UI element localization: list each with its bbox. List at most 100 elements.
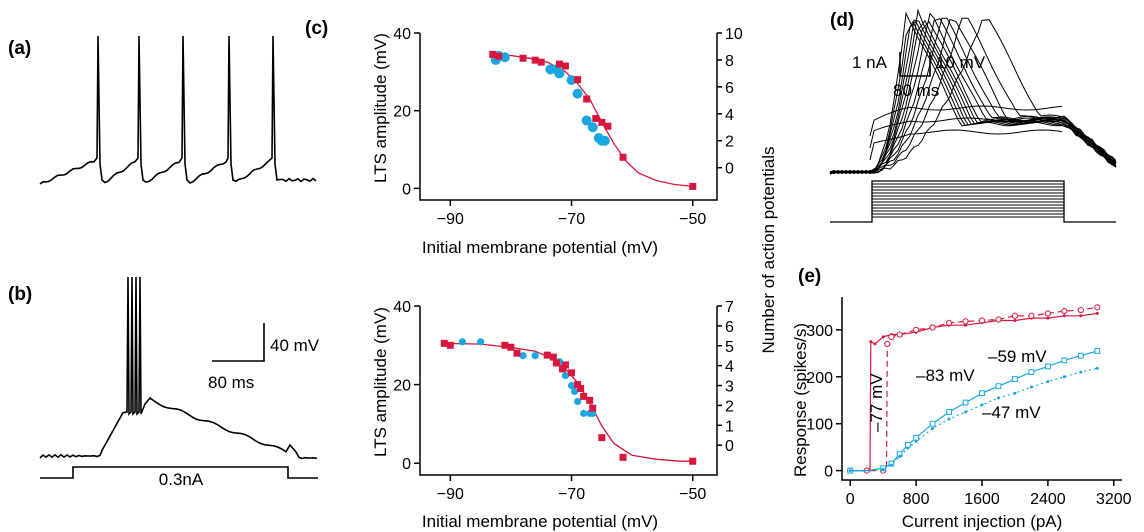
plot-e: 0 800 1600 2400 3200 0 100 200 300 Current injec…	[791, 297, 1132, 531]
current-label-b: 0.3nA	[159, 470, 204, 489]
lts-amplitude-point	[592, 114, 600, 122]
lts-amplitude-point	[619, 453, 627, 461]
y2-tick-label: 7	[725, 299, 734, 316]
trace-a-line	[39, 35, 317, 185]
series-point	[1029, 385, 1033, 389]
ap-count-point	[580, 409, 588, 417]
series-point	[947, 417, 951, 421]
ap-count-point	[587, 122, 598, 133]
x-tick-label: 0	[846, 491, 855, 508]
lts-amplitude-point	[604, 122, 612, 130]
lts-amplitude-point	[495, 52, 503, 60]
lts-amplitude-point	[543, 351, 551, 359]
lts-amplitude-point	[619, 153, 627, 161]
ap-count-point	[499, 52, 510, 63]
series-point	[873, 342, 877, 346]
marks-c-top	[489, 50, 697, 190]
series-point	[929, 420, 936, 427]
axes-c-bottom	[419, 306, 718, 476]
series-point	[929, 324, 936, 331]
series-point	[1028, 369, 1035, 375]
annotation-e-83: –83 mV	[916, 366, 975, 385]
lts-amplitude-point	[507, 343, 515, 351]
ap-count-point	[573, 397, 582, 406]
lts-amplitude-point	[501, 341, 509, 349]
voltage-trace	[829, 18, 1117, 175]
current-step-outline	[830, 180, 1116, 223]
series-point	[1044, 310, 1051, 317]
lts-amplitude-point	[561, 361, 569, 369]
ap-count-point	[566, 75, 577, 86]
series-point	[884, 340, 891, 348]
series-point	[869, 340, 873, 344]
series-point	[1094, 304, 1101, 311]
series-point	[962, 399, 969, 406]
trace-family-d	[829, 8, 1117, 175]
xlabel-e: Current injection (pA)	[902, 512, 1063, 531]
panel-e-label: (e)	[798, 266, 821, 287]
lts-amplitude-point	[558, 365, 566, 373]
lts-amplitude-point	[537, 58, 545, 66]
annotation-e-59: –59 mV	[988, 347, 1047, 366]
y2-tick-label: 6	[725, 319, 734, 336]
series-point	[1046, 316, 1050, 320]
lts-amplitude-point	[589, 404, 597, 412]
voltage-trace	[829, 19, 1117, 175]
panel-a-trace	[39, 35, 317, 185]
series-point	[906, 446, 910, 450]
y2-tick-label: 5	[725, 339, 734, 356]
y2-tick-label: 2	[725, 134, 734, 151]
annotation-e-77: –77 mV	[867, 373, 886, 432]
lts-amplitude-point	[598, 434, 606, 442]
lts-amplitude-point	[519, 54, 527, 62]
series-point	[913, 434, 920, 441]
lts-amplitude-point	[598, 118, 606, 126]
voltage-trace	[829, 19, 1117, 175]
series-point	[1077, 352, 1084, 359]
annotation-e-47: –47 mV	[982, 403, 1041, 422]
right-axis-label-c: Number of action potentials	[759, 147, 778, 354]
ap-count-point	[531, 352, 539, 360]
x-tick-label: 3200	[1096, 491, 1132, 508]
panel-a-label: (a)	[8, 38, 31, 59]
series-point	[1044, 363, 1051, 370]
fit-curve-c-bottom	[444, 342, 693, 462]
lts-amplitude-point	[446, 341, 454, 349]
series-point	[1079, 370, 1083, 374]
series-point	[1094, 348, 1101, 354]
subthreshold-trace	[869, 117, 1063, 149]
voltage-trace	[829, 20, 1117, 175]
ticks-c-bottom: −90 −70 −50 0 20 40 0 1 2 3 4 5 6 7	[393, 299, 734, 503]
series-point	[931, 426, 935, 430]
ap-count-point	[572, 88, 583, 99]
panel-d-traces: 1 nA 10 mV 80 ms	[829, 8, 1117, 223]
current-steps-d	[830, 180, 1116, 223]
lts-amplitude-point	[531, 56, 539, 64]
y2-tick-label: 6	[725, 80, 734, 97]
x-tick-label: −70	[558, 486, 585, 503]
y-tick-label: 300	[806, 323, 833, 340]
series-point	[1011, 312, 1019, 319]
scalebar-b	[212, 323, 265, 362]
panel-d-label: (d)	[830, 10, 854, 31]
ticks-e: 0 800 1600 2400 3200 0 100 200 300	[806, 323, 1131, 508]
series-point	[913, 326, 920, 333]
scalebar-b-time: 80 ms	[208, 373, 254, 392]
y2-tick-label: 8	[725, 53, 734, 70]
scalebar-d-voltage: 10 mV	[936, 53, 986, 72]
plot-c-top: −90 −70 −50 0 20 40 0 2 4 6 8 10 Initial membrane p…	[371, 26, 743, 257]
lts-amplitude-point	[583, 95, 591, 103]
subthreshold-trace	[869, 105, 1063, 137]
x-tick-label: −90	[437, 211, 464, 228]
lts-amplitude-point	[561, 62, 569, 70]
series-point	[1046, 379, 1050, 383]
y-tick-label: 20	[393, 378, 411, 395]
ap-count-point	[567, 381, 576, 390]
lts-amplitude-point	[513, 349, 521, 357]
series-point	[1077, 307, 1084, 314]
y-tick-label: 40	[393, 26, 411, 43]
series-point	[1061, 307, 1068, 315]
series-point	[881, 467, 885, 471]
series-point	[946, 409, 952, 415]
ylabel-e: Response (spikes/s)	[791, 323, 810, 477]
